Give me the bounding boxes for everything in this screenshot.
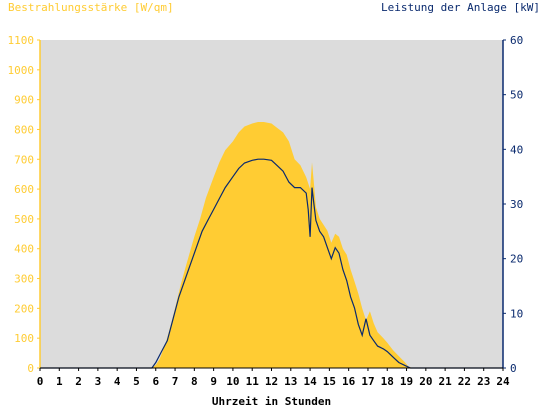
left-tick-label: 200	[14, 302, 34, 315]
x-tick-label: 0	[37, 375, 44, 388]
right-tick-label: 10	[510, 307, 523, 320]
x-tick-label: 20	[419, 375, 432, 388]
x-tick-label: 22	[458, 375, 471, 388]
x-tick-label: 12	[265, 375, 278, 388]
left-tick-label: 900	[14, 94, 34, 107]
power-line	[40, 158, 503, 369]
x-tick-label: 21	[439, 375, 453, 388]
irradiance-area	[40, 122, 503, 368]
x-tick-label: 11	[246, 375, 260, 388]
x-tick-label: 7	[172, 375, 179, 388]
left-tick-label: 300	[14, 273, 34, 286]
x-ticks: 0 1 2 3 4 5 6 7 8 9 10 11 12 13 14 15 16 17 18 19 20 21 22 23 24	[37, 368, 510, 388]
right-axis-title: Leistung der Anlage [kW]	[381, 1, 540, 14]
left-tick-label: 700	[14, 153, 34, 166]
left-tick-label: 400	[14, 243, 34, 256]
right-ticks: 0 10 20 30 40 50 60	[503, 34, 523, 375]
x-tick-label: 2	[75, 375, 82, 388]
left-tick-label: 100	[14, 332, 34, 345]
x-tick-label: 16	[342, 375, 356, 388]
x-tick-label: 8	[191, 375, 198, 388]
x-tick-label: 5	[133, 375, 140, 388]
left-tick-label: 500	[14, 213, 34, 226]
x-tick-label: 24	[496, 375, 510, 388]
x-tick-label: 23	[477, 375, 490, 388]
x-tick-label: 17	[361, 375, 374, 388]
left-tick-label: 600	[14, 183, 34, 196]
right-tick-label: 40	[510, 143, 523, 156]
left-axis-title: Bestrahlungsstärke [W/qm]	[8, 1, 174, 14]
x-tick-label: 10	[226, 375, 239, 388]
x-tick-label: 6	[152, 375, 159, 388]
left-tick-label: 0	[27, 362, 34, 375]
left-ticks: 0 100 200 300 400 500 600 700 800 900 1000 1100	[8, 34, 40, 375]
left-tick-label: 1100	[8, 34, 35, 47]
right-tick-label: 50	[510, 89, 523, 102]
x-axis-label: Uhrzeit in Stunden	[212, 395, 331, 408]
x-tick-label: 4	[114, 375, 121, 388]
x-tick-label: 18	[381, 375, 394, 388]
x-tick-label: 14	[303, 375, 317, 388]
x-tick-label: 3	[95, 375, 102, 388]
x-tick-label: 1	[56, 375, 63, 388]
left-tick-label: 800	[14, 123, 34, 136]
x-tick-label: 15	[323, 375, 336, 388]
x-tick-label: 9	[210, 375, 217, 388]
irradiance-area-layer	[40, 122, 503, 368]
x-tick-label: 13	[284, 375, 297, 388]
power-line-layer	[40, 158, 503, 369]
left-tick-label: 1000	[8, 64, 35, 77]
right-tick-label: 0	[510, 362, 517, 375]
right-tick-label: 30	[510, 198, 523, 211]
x-tick-label: 19	[400, 375, 413, 388]
right-tick-label: 20	[510, 253, 523, 266]
right-tick-label: 60	[510, 34, 523, 47]
